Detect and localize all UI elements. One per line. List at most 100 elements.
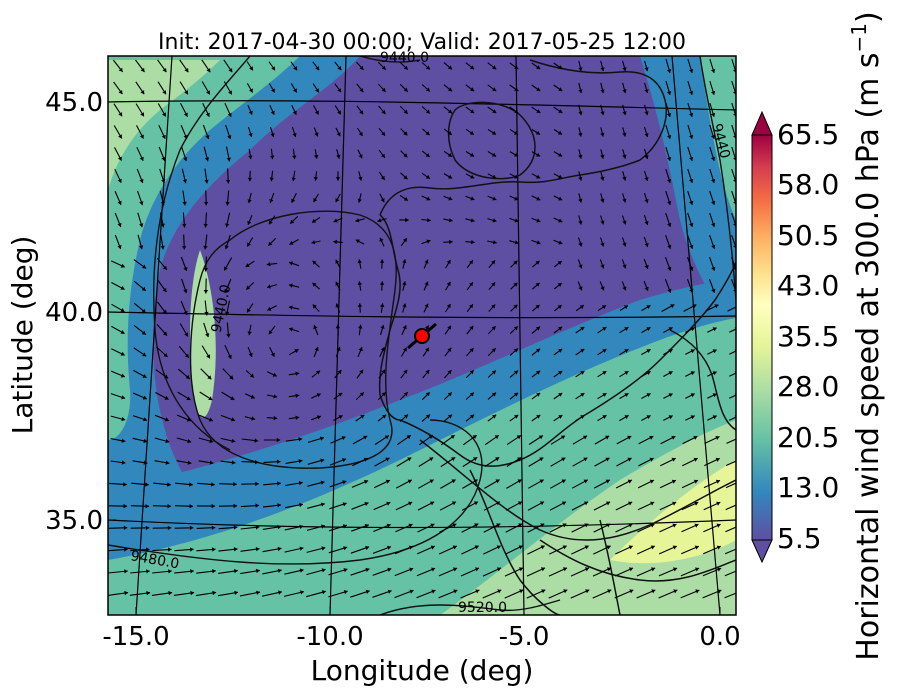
wind-arrow-head — [184, 332, 188, 337]
wind-arrow-head — [711, 68, 716, 73]
wind-arrow-head — [408, 501, 413, 506]
wind-arrow-head — [561, 479, 566, 484]
wind-arrow-head — [536, 65, 541, 70]
wind-arrow-head — [407, 479, 412, 484]
wind-arrow-head — [359, 110, 364, 115]
wind-arrow-head — [293, 66, 298, 71]
wind-arrow-head — [558, 174, 563, 179]
wind-arrow-head — [540, 523, 545, 528]
wind-arrow-head — [558, 87, 563, 91]
wind-arrow-head — [407, 457, 412, 462]
wind-arrow-head — [167, 504, 172, 509]
wind-arrow-head — [358, 324, 363, 329]
wind-arrow-head — [580, 393, 585, 397]
wind-arrow-head — [495, 479, 500, 484]
wind-arrow-head — [403, 392, 408, 397]
marker-dot — [414, 328, 430, 344]
wind-arrow-head — [428, 435, 433, 439]
wind-arrow-head — [491, 348, 496, 353]
wind-arrow-head — [558, 348, 563, 353]
wind-arrow-head — [298, 480, 303, 486]
wind-arrow-head — [666, 69, 672, 73]
wind-arrow-head — [693, 435, 698, 440]
wind-arrow-head — [578, 111, 583, 116]
wind-arrow-head — [448, 218, 453, 223]
wind-arrow-head — [224, 288, 229, 293]
wind-arrow-head — [535, 304, 540, 309]
wind-arrow-head — [248, 133, 253, 137]
wind-arrow-head — [123, 503, 128, 509]
wind-arrow-head — [650, 501, 655, 506]
wind-arrow-head — [140, 112, 144, 117]
border-morocco — [469, 469, 561, 615]
wind-arrow-head — [430, 501, 435, 506]
wind-arrow-head — [470, 87, 475, 92]
wind-arrow-head — [359, 369, 364, 374]
wind-arrow-head — [495, 457, 500, 462]
wind-arrow-head — [668, 393, 673, 398]
wind-arrow-head — [185, 374, 190, 379]
wind-arrow-head — [273, 415, 278, 421]
wind-arrow-head — [379, 281, 385, 285]
wind-arrow-head — [602, 327, 607, 331]
wind-arrow-head — [292, 110, 297, 115]
wind-arrow-head — [667, 200, 672, 205]
wind-arrow-head — [269, 177, 274, 182]
wind-arrow-shaft — [724, 592, 736, 599]
wind-arrow-head — [267, 306, 272, 311]
wind-arrow-head — [212, 569, 216, 574]
wind-arrow-head — [584, 567, 589, 572]
wind-arrow-head — [335, 324, 341, 329]
wind-arrow-head — [714, 304, 719, 309]
wind-arrow-head — [469, 282, 473, 287]
wind-arrow-head — [629, 567, 633, 572]
coastline-iberia-north — [379, 159, 641, 216]
wind-arrow-head — [365, 567, 370, 572]
wind-arrow-head — [622, 220, 627, 225]
wind-arrow-head — [644, 199, 649, 203]
wind-arrow-head — [146, 569, 150, 574]
wind-arrow-shaft — [729, 372, 736, 377]
wind-arrow-head — [271, 66, 275, 71]
wind-arrow-head — [629, 589, 634, 594]
wind-arrow-head — [514, 414, 519, 419]
wind-arrow-head — [208, 396, 213, 400]
wind-arrow-head — [739, 546, 743, 550]
wind-arrow-head — [357, 303, 363, 307]
wind-arrow-head — [689, 178, 694, 183]
wind-arrow-head — [715, 436, 720, 440]
wind-arrow-head — [712, 349, 717, 354]
wind-arrow-head — [694, 501, 699, 506]
wind-arrow-head — [452, 545, 457, 550]
wind-arrow-head — [475, 567, 479, 572]
wind-arrow-head — [357, 281, 362, 286]
wind-arrow-head — [492, 109, 497, 113]
wind-arrow-head — [255, 568, 260, 574]
wind-arrow-head — [333, 218, 338, 223]
wind-arrow-head — [622, 198, 627, 203]
wind-speed-field — [108, 56, 736, 615]
wind-arrow-head — [536, 196, 541, 201]
wind-arrow-head — [203, 267, 208, 272]
wind-arrow-head — [246, 285, 251, 290]
wind-arrow-shaft — [725, 526, 736, 533]
wind-arrow-head — [711, 266, 716, 271]
wind-arrow-head — [277, 503, 281, 508]
wind-arrow-head — [231, 417, 235, 422]
wind-arrow-head — [314, 110, 319, 115]
wind-arrow-head — [491, 326, 496, 331]
y-tick-label: 45.0 — [45, 88, 103, 118]
wind-arrow-head — [666, 113, 672, 117]
wind-arrow-head — [203, 201, 209, 206]
wind-arrow-head — [513, 260, 518, 265]
wind-arrow-head — [646, 349, 651, 353]
wind-arrow-head — [255, 525, 260, 530]
meridian-minus-10 — [329, 56, 347, 615]
wind-arrow-head — [206, 68, 211, 73]
wind-arrow-head — [380, 198, 385, 203]
wind-arrow-head — [622, 286, 627, 291]
wind-arrow-head — [716, 501, 721, 506]
wind-arrow-head — [321, 590, 326, 595]
contour-label-group: 9440.0 9440.0 9480.0 9520.0 9440 — [129, 50, 733, 616]
wind-arrow-head — [358, 176, 363, 181]
